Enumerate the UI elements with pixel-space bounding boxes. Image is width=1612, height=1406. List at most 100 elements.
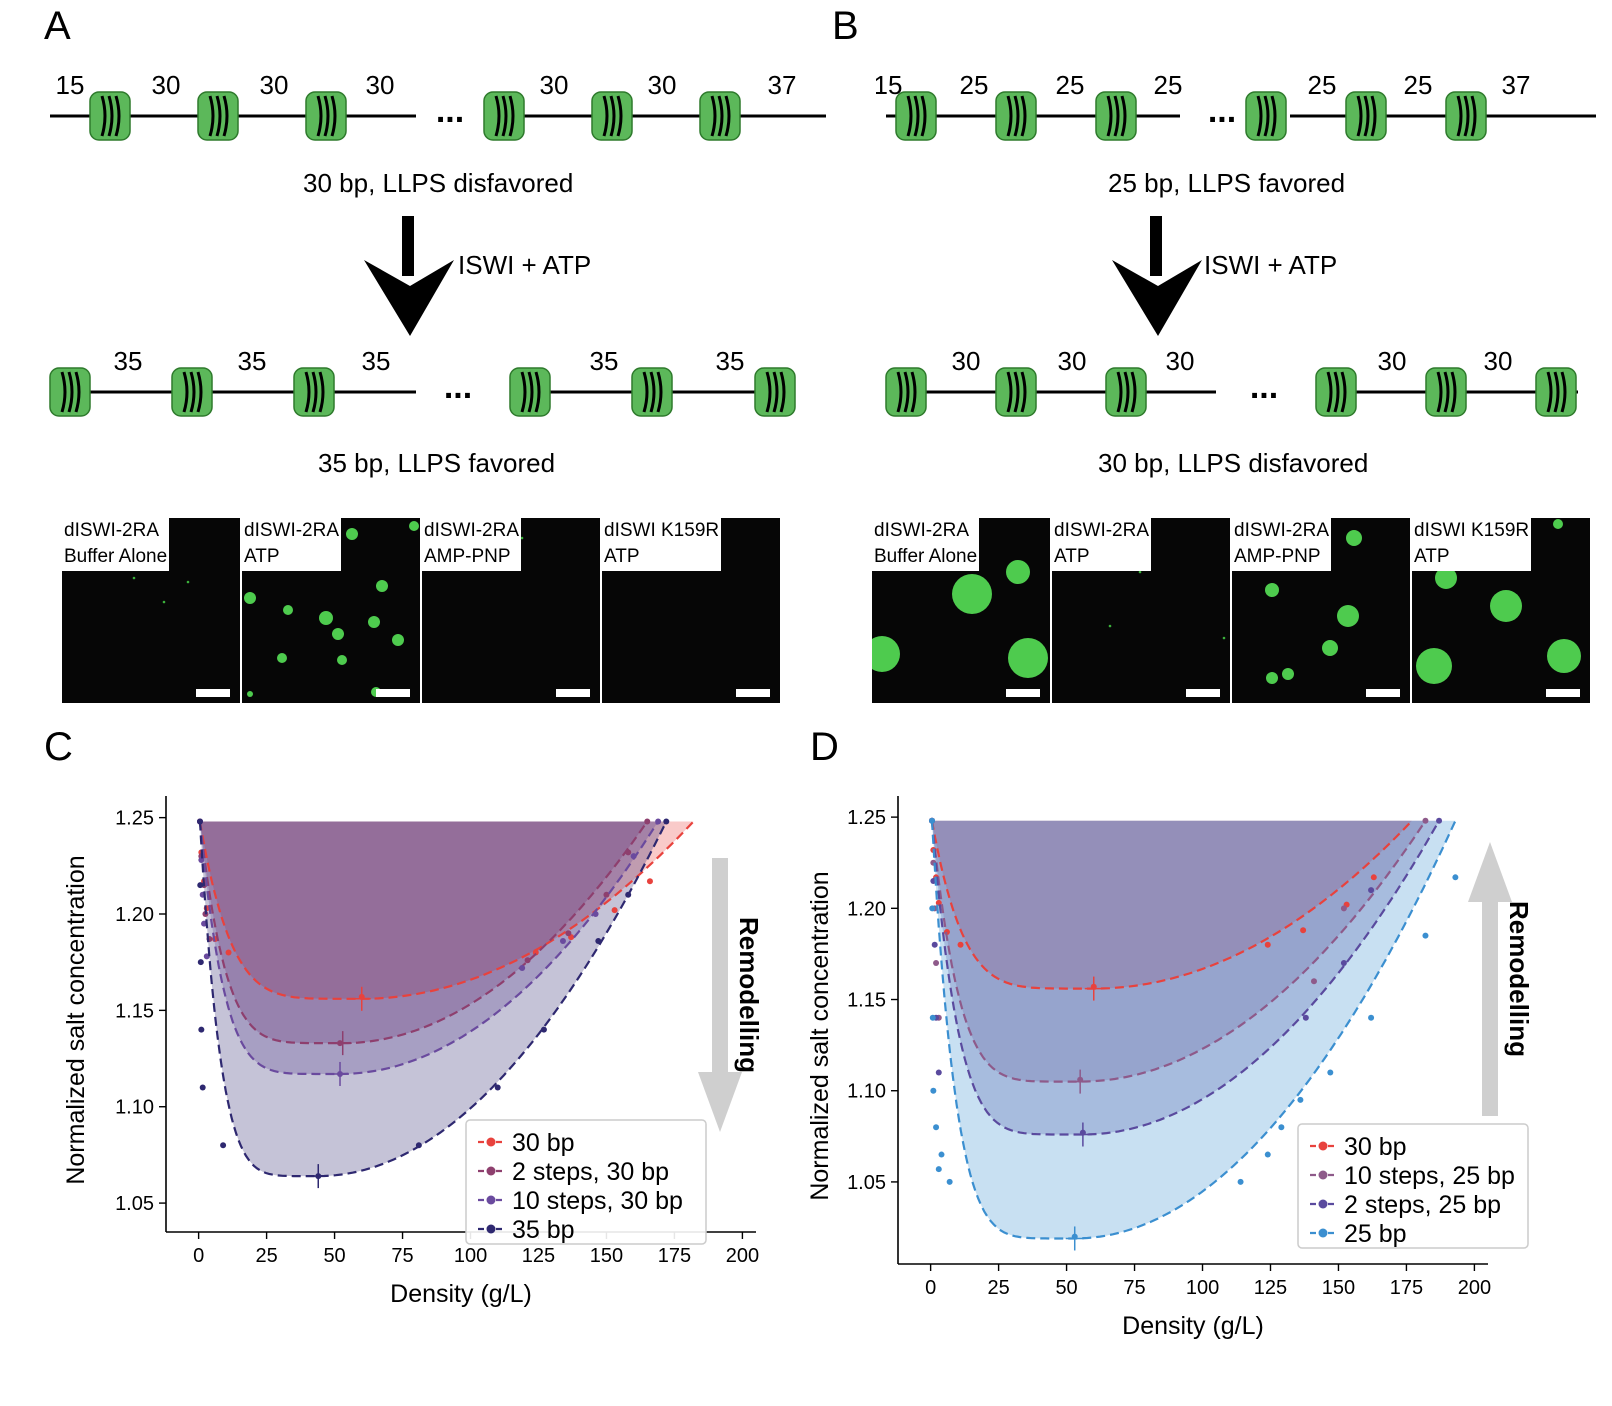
nucleosome-icon [1535,367,1577,417]
nucleosome-icon [699,91,741,141]
nucleosome-icon [89,91,131,141]
scale-bar [556,689,590,697]
data-point [603,891,610,898]
x-tick-label: 175 [1390,1277,1423,1299]
micrograph-label: dISWI-2RA ATP [242,518,342,571]
data-point [1264,1151,1271,1158]
data-point [929,905,936,912]
droplet [1416,648,1452,684]
legend-marker [486,1195,496,1205]
data-point [928,817,935,824]
droplet [368,616,380,628]
legend-marker [1318,1141,1328,1151]
caption-before-a: 30 bp, LLPS disfavored [303,168,574,198]
nucleosome-icon [1345,91,1387,141]
y-tick-label: 1.05 [115,1193,154,1215]
data-point [929,1014,936,1021]
droplet [952,574,992,614]
linker-length-label: 35 [238,346,267,376]
data-point [1278,1124,1285,1131]
x-tick-label: 0 [925,1277,936,1299]
data-point [931,941,938,948]
data-point [199,1084,206,1091]
data-point [935,1069,942,1076]
droplet [1322,640,1338,656]
micrograph-label: dISWI-2RA AMP-PNP [422,518,522,571]
remodel-arrow-a [364,216,454,336]
remodel-arrow-shaft [712,858,728,1076]
panel-letter: C [44,730,73,769]
linker-length-label: 30 [540,70,569,100]
y-tick-label: 1.15 [115,1000,154,1022]
linker-length-label: 35 [362,346,391,376]
x-axis-label: Density (g/L) [390,1280,532,1308]
droplet-image [132,576,190,604]
nucleosome-icon [1425,367,1467,417]
y-tick-label: 1.25 [115,808,154,830]
coexistence-region [932,820,1440,1135]
linker-length-label: 35 [114,346,143,376]
linker-length-label: 30 [1166,346,1195,376]
data-point [1327,1069,1334,1076]
data-point [519,964,526,971]
micrograph-panel: dISWI K159R ATP [1412,518,1590,703]
data-point [540,1026,547,1033]
data-point [644,818,651,825]
droplet-image [520,536,524,540]
data-point [565,930,572,937]
micrograph-panel: dISWI-2RA Buffer Alone [872,518,1050,703]
data-point [938,1151,945,1158]
droplet [277,653,287,663]
droplet [376,580,388,592]
speck [1108,624,1112,628]
micrograph-strip-b: dISWI-2RA Buffer Alone dISWI-2RA ATP dISWI… [872,518,1612,703]
nucleosome-icon [1245,91,1287,141]
legend-box [1297,1123,1529,1249]
y-tick-label: 1.15 [847,990,886,1012]
linker-length-label: 35 [716,346,745,376]
nucleosome-array-after-a: 35 35 35 35 35... [49,346,796,417]
legend-entry: 2 steps, 30 bp [512,1158,669,1186]
x-tick-label: 200 [1458,1277,1491,1299]
data-point [595,937,602,944]
nucleosome-icon [995,367,1037,417]
x-tick-label: 75 [1123,1277,1145,1299]
y-tick-label: 1.10 [115,1097,154,1119]
speck [132,576,136,580]
micrograph-panel: dISWI-2RA ATP [242,518,420,703]
nucleosome-icon [197,91,239,141]
data-point [933,960,940,967]
droplet [332,628,344,640]
data-point [1264,941,1271,948]
caption-after-b: 30 bp, LLPS disfavored [1098,448,1369,478]
x-tick-label: 100 [1186,1277,1219,1299]
nucleosome-icon [591,91,633,141]
droplet [392,634,404,646]
data-point [933,1124,940,1131]
phase-diagram-d: D 0 25 50 75 100 125 150 175 200 1.05 1.10 1.15 1.20 1… [806,730,1534,1340]
nucleosome-icon [293,367,335,417]
scale-bar [1186,689,1220,697]
data-point [1300,927,1307,934]
data-point [559,937,566,944]
legend-marker [1318,1170,1328,1180]
legend-entry: 35 bp [512,1216,575,1244]
micrograph-label: dISWI-2RA AMP-PNP [1232,518,1332,571]
y-tick-label: 1.20 [115,904,154,926]
legend-entry: 30 bp [512,1129,575,1157]
droplet [319,611,333,625]
droplet [247,691,253,697]
legend-box [465,1119,707,1245]
droplet-image [1108,570,1226,640]
micrograph-label: dISWI-2RA Buffer Alone [62,518,170,571]
data-point [630,853,637,860]
y-tick-label: 1.25 [847,807,886,829]
micrograph-label: dISWI-2RA ATP [1052,518,1152,571]
droplet-image [1416,519,1581,684]
data-point [946,1178,953,1185]
x-tick-label: 150 [1322,1277,1355,1299]
nucleosome-icon [1445,91,1487,141]
linker-length-label: 37 [1502,70,1531,100]
droplet [872,636,900,672]
